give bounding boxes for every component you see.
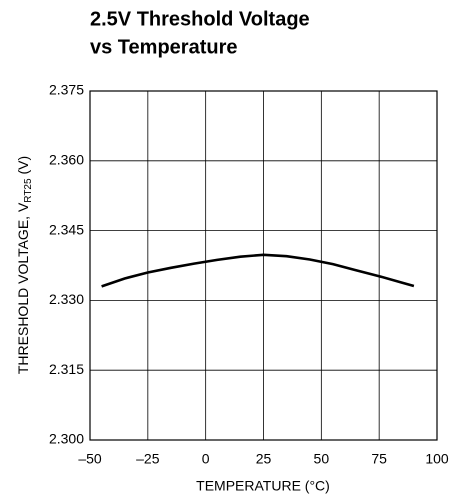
y-axis-label-part: (V) — [15, 156, 31, 179]
x-axis-label: TEMPERATURE (°C) — [196, 478, 330, 494]
x-tick-label: –25 — [136, 451, 160, 467]
x-tick-label: 0 — [202, 451, 210, 467]
x-tick-label: 25 — [256, 451, 272, 467]
y-tick-label: 2.345 — [49, 221, 84, 237]
x-tick-label: 75 — [371, 451, 387, 467]
y-axis-label: THRESHOLD VOLTAGE, VRT25 (V) — [15, 156, 34, 374]
x-tick-label: 100 — [425, 451, 449, 467]
x-tick-label: –50 — [78, 451, 102, 467]
chart-title: vs Temperature — [90, 36, 237, 58]
y-axis-label-part: THRESHOLD VOLTAGE, V — [15, 202, 31, 374]
y-tick-label: 2.330 — [49, 291, 84, 307]
chart-title: 2.5V Threshold Voltage — [90, 8, 310, 30]
x-tick-label: 50 — [314, 451, 330, 467]
y-tick-label: 2.360 — [49, 152, 84, 168]
y-tick-label: 2.300 — [49, 431, 84, 447]
plot-frame — [89, 90, 438, 441]
y-tick-label: 2.375 — [49, 82, 84, 98]
y-axis-label-sub: RT25 — [23, 178, 34, 203]
data-line — [101, 253, 415, 288]
y-tick-label: 2.315 — [49, 361, 84, 377]
